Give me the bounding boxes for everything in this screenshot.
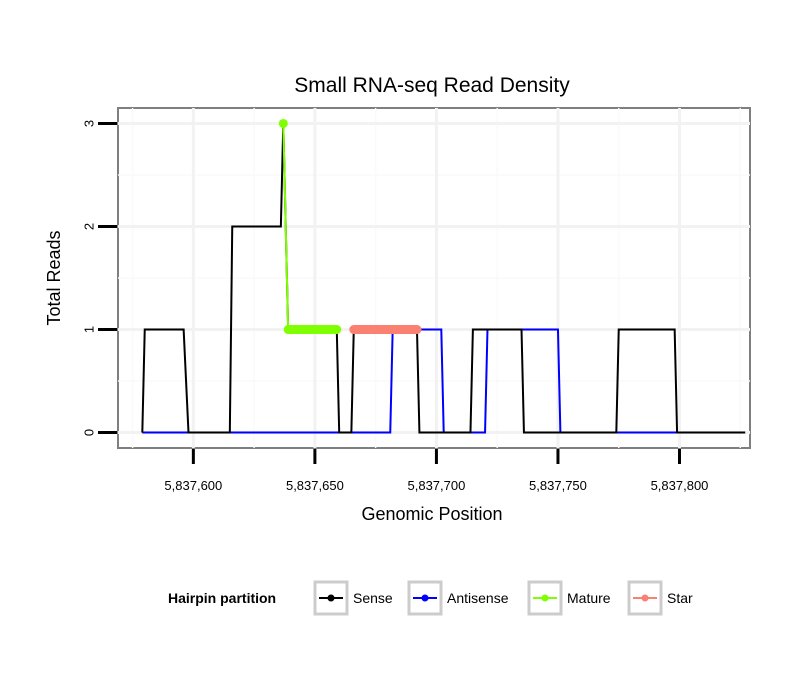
x-tick-label: 5,837,600 bbox=[164, 478, 222, 493]
legend-swatch-point-star bbox=[641, 594, 649, 602]
series-line-antisense bbox=[142, 328, 746, 434]
y-axis-title: Total Reads bbox=[44, 230, 64, 325]
y-axis: 0 1 2 3 bbox=[82, 120, 117, 436]
chart-title: Small RNA-seq Read Density bbox=[294, 74, 570, 97]
legend-label-antisense: Antisense bbox=[447, 590, 509, 606]
x-tick-label: 5,837,700 bbox=[408, 478, 466, 493]
legend-label-star: Star bbox=[667, 590, 693, 606]
legend: Hairpin partition Sense Antisense Mature St… bbox=[168, 580, 693, 616]
x-tick-label: 5,837,800 bbox=[651, 478, 709, 493]
x-tick-label: 5,837,650 bbox=[286, 478, 344, 493]
series-point-mature-peak bbox=[278, 118, 288, 128]
legend-label-mature: Mature bbox=[567, 590, 611, 606]
y-tick-label: 1 bbox=[82, 326, 97, 333]
y-tick-label: 2 bbox=[82, 223, 97, 230]
legend-label-sense: Sense bbox=[353, 590, 393, 606]
x-tick-label: 5,837,750 bbox=[529, 478, 587, 493]
y-tick-label: 0 bbox=[82, 429, 97, 436]
legend-swatch-point-antisense bbox=[421, 594, 429, 602]
series-line-sense bbox=[141, 123, 746, 434]
legend-title: Hairpin partition bbox=[168, 590, 276, 606]
x-axis-title: Genomic Position bbox=[361, 504, 502, 524]
x-axis: 5,837,600 5,837,650 5,837,700 5,837,750 5,83… bbox=[164, 449, 708, 493]
legend-swatch-point-sense bbox=[327, 594, 335, 602]
series-layer bbox=[141, 118, 746, 434]
legend-swatch-point-mature bbox=[541, 594, 549, 602]
y-tick-label: 3 bbox=[82, 120, 97, 127]
